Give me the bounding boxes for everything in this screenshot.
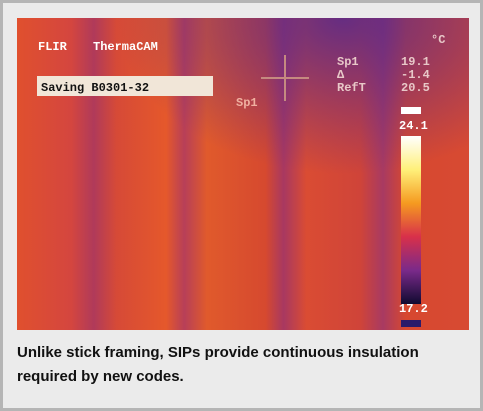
scale-bottom-swatch — [401, 320, 421, 327]
image-haze — [17, 18, 469, 330]
status-box — [37, 76, 213, 96]
readout-value: 19.1 — [401, 55, 430, 69]
status: Saving B0301-32 — [41, 81, 149, 95]
color-scale — [401, 136, 421, 304]
readout-label: Sp1 — [337, 55, 359, 69]
spot-label: Sp1 — [236, 96, 258, 110]
camera-name: ThermaCAM — [93, 40, 158, 54]
scale-min: 17.2 — [399, 302, 428, 316]
unit: °C — [431, 33, 445, 47]
readout-value: -1.4 — [401, 68, 430, 82]
logo: FLIR — [38, 40, 68, 54]
crosshair — [261, 55, 309, 101]
thermal-image: FLIR ThermaCAM Saving B0301-32 Sp1 °C Sp… — [17, 18, 469, 330]
scale-top-swatch — [401, 107, 421, 114]
readout-label: Δ — [337, 68, 345, 82]
scale-max: 24.1 — [399, 119, 428, 133]
readout-label: RefT — [337, 81, 366, 95]
readout-value: 20.5 — [401, 81, 430, 95]
caption: Unlike stick framing, SIPs provide conti… — [17, 344, 419, 385]
